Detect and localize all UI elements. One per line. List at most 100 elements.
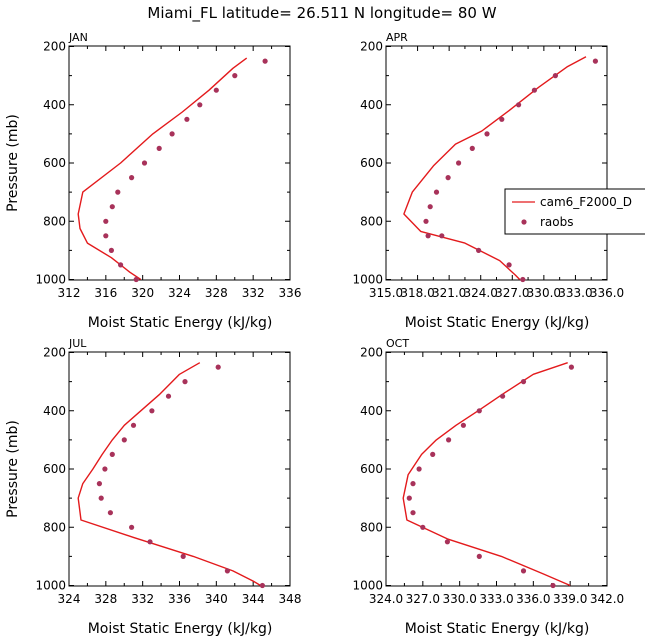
y-tick-label-jul: 1000: [35, 579, 66, 593]
raobs-point-oct: [568, 364, 575, 370]
raobs-point-jan: [103, 218, 109, 224]
x-tick-label-jan: 328: [205, 286, 228, 300]
y-tick-label-oct: 1000: [352, 579, 383, 593]
raobs-point-jul: [96, 481, 102, 487]
legend-entry-model: cam6_F2000_D: [540, 195, 632, 209]
raobs-point-apr: [456, 160, 462, 166]
model-line-jan: [77, 57, 248, 281]
raobs-point-apr: [476, 247, 482, 253]
y-tick-label-jan: 800: [43, 214, 66, 228]
panel-label-apr: APR: [386, 31, 408, 44]
legend-point-swatch: [521, 219, 527, 225]
raobs-point-jan: [109, 204, 115, 210]
raobs-point-jul: [147, 539, 153, 545]
raobs-point-oct: [476, 553, 482, 560]
x-tick-label-apr: 318.0: [400, 286, 434, 300]
y-tick-label-jul: 200: [43, 346, 66, 360]
x-tick-label-oct: 336.0: [516, 592, 550, 606]
raobs-point-jan: [213, 87, 219, 93]
raobs-point-jul: [224, 568, 230, 574]
y-tick-label-apr: 600: [360, 156, 383, 170]
y-tick-label-jul: 400: [43, 404, 66, 418]
raobs-point-jan: [108, 247, 114, 253]
raobs-point-apr: [520, 276, 526, 283]
raobs-point-jan: [169, 131, 175, 137]
raobs-point-apr: [531, 87, 538, 93]
raobs-point-jul: [107, 510, 113, 516]
raobs-point-jul: [98, 495, 104, 501]
y-axis-title-jul: Pressure (mb): [5, 420, 21, 518]
raobs-point-apr: [445, 175, 451, 181]
x-tick-label-jan: 320: [131, 286, 154, 300]
x-axis-title-jan: Moist Static Energy (kJ/kg): [88, 315, 273, 331]
raobs-point-oct: [416, 466, 422, 472]
panel-label-oct: OCT: [386, 337, 409, 350]
raobs-point-apr: [423, 218, 429, 224]
raobs-point-jan: [129, 175, 135, 181]
raobs-point-apr: [516, 102, 522, 108]
y-axis-title-jan: Pressure (mb): [5, 114, 21, 212]
raobs-point-jul: [180, 553, 186, 560]
y-tick-label-jan: 1000: [35, 273, 66, 287]
raobs-point-apr: [469, 145, 475, 151]
raobs-point-jul: [102, 466, 108, 472]
raobs-point-jan: [262, 58, 268, 64]
x-tick-label-oct: 324.0: [369, 592, 403, 606]
x-axis-title-apr: Moist Static Energy (kJ/kg): [405, 315, 590, 331]
raobs-point-jul: [129, 524, 135, 530]
x-tick-label-apr: 333.0: [558, 286, 592, 300]
plot-frame-jul: [68, 351, 291, 587]
raobs-point-jan: [156, 145, 162, 151]
raobs-point-apr: [439, 233, 445, 239]
raobs-point-oct: [410, 510, 416, 516]
y-tick-label-jul: 600: [43, 462, 66, 476]
raobs-point-apr: [552, 73, 559, 79]
raobs-point-jul: [165, 393, 172, 399]
raobs-point-jul: [259, 582, 265, 589]
x-tick-label-apr: 321.0: [432, 286, 466, 300]
raobs-point-jan: [103, 233, 109, 239]
x-tick-label-jan: 336: [279, 286, 302, 300]
raobs-point-oct: [446, 437, 452, 443]
raobs-point-oct: [520, 568, 527, 574]
legend-entry-obs: raobs: [540, 215, 574, 229]
raobs-point-apr: [427, 204, 433, 210]
x-tick-label-apr: 336.0: [590, 286, 624, 300]
raobs-point-jul: [215, 364, 221, 370]
raobs-point-apr: [433, 189, 440, 195]
x-tick-label-jan: 324: [168, 286, 191, 300]
raobs-point-oct: [444, 539, 450, 545]
x-tick-label-jan: 312: [58, 286, 81, 300]
x-axis-title-jul: Moist Static Energy (kJ/kg): [88, 621, 273, 637]
y-tick-label-oct: 800: [360, 520, 383, 534]
x-tick-label-jul: 344: [242, 592, 265, 606]
x-tick-label-jul: 328: [94, 592, 117, 606]
y-tick-label-oct: 400: [360, 404, 383, 418]
raobs-point-oct: [500, 393, 506, 399]
raobs-point-jul: [182, 379, 188, 385]
raobs-point-apr: [506, 262, 512, 268]
raobs-point-apr: [592, 58, 599, 64]
y-tick-label-jan: 600: [43, 156, 66, 170]
x-tick-label-jul: 332: [131, 592, 154, 606]
raobs-point-oct: [420, 524, 426, 530]
raobs-point-apr: [425, 233, 431, 239]
raobs-point-jul: [109, 451, 115, 457]
raobs-point-jan: [232, 73, 238, 79]
y-tick-label-jan: 400: [43, 98, 66, 112]
raobs-point-jan: [133, 276, 139, 283]
y-tick-label-apr: 400: [360, 98, 383, 112]
x-axis-title-oct: Moist Static Energy (kJ/kg): [405, 621, 590, 637]
raobs-point-jan: [197, 102, 203, 108]
x-tick-label-oct: 339.0: [553, 592, 587, 606]
raobs-point-jan: [184, 116, 190, 122]
y-tick-label-apr: 800: [360, 214, 383, 228]
x-tick-label-oct: 327.0: [406, 592, 440, 606]
panel-jan: JAN 312 316 320 324 328 332 336 200 400 600 800 100…: [5, 31, 301, 331]
x-tick-label-jul: 336: [168, 592, 191, 606]
model-line-oct: [402, 362, 571, 587]
raobs-point-jul: [121, 437, 127, 443]
y-tick-label-oct: 600: [360, 462, 383, 476]
x-tick-label-jan: 316: [94, 286, 117, 300]
raobs-point-oct: [476, 408, 482, 414]
